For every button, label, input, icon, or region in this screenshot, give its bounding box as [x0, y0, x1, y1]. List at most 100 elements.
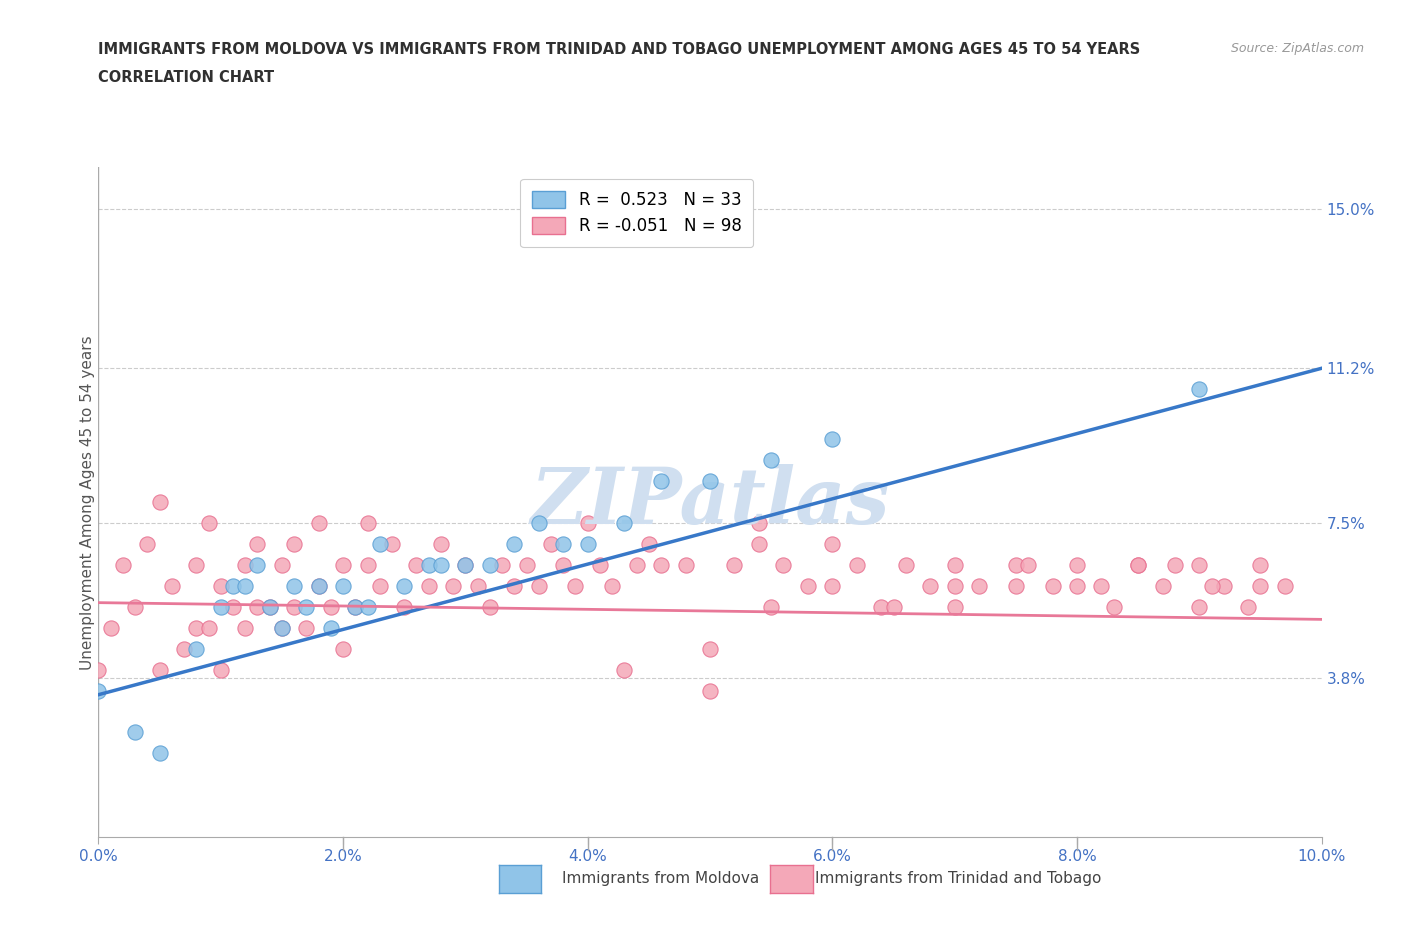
Point — [173, 642, 195, 657]
Point — [553, 537, 575, 551]
Point — [467, 578, 489, 593]
Point — [821, 432, 844, 447]
Point — [368, 537, 391, 551]
Point — [478, 558, 501, 573]
Point — [356, 600, 378, 615]
Point — [943, 600, 966, 615]
Point — [759, 600, 782, 615]
Point — [259, 600, 281, 615]
Point — [1201, 578, 1223, 593]
Point — [308, 516, 330, 531]
Point — [516, 558, 538, 573]
Point — [759, 453, 782, 468]
Point — [503, 537, 526, 551]
Point — [222, 578, 245, 593]
Point — [124, 725, 146, 740]
Point — [613, 662, 636, 677]
Point — [675, 558, 697, 573]
Point — [308, 578, 330, 593]
Point — [540, 537, 562, 551]
Point — [699, 683, 721, 698]
Point — [441, 578, 464, 593]
Point — [368, 578, 391, 593]
Point — [553, 558, 575, 573]
Point — [1274, 578, 1296, 593]
Point — [1164, 558, 1187, 573]
Point — [699, 474, 721, 489]
Point — [943, 558, 966, 573]
Point — [246, 558, 269, 573]
Point — [356, 558, 378, 573]
Point — [197, 516, 219, 531]
Point — [270, 558, 292, 573]
Point — [503, 578, 526, 593]
Point — [270, 620, 292, 635]
Point — [564, 578, 586, 593]
Point — [527, 578, 550, 593]
Point — [246, 537, 269, 551]
Point — [209, 662, 232, 677]
Point — [845, 558, 868, 573]
Point — [405, 558, 427, 573]
Point — [319, 600, 342, 615]
Point — [332, 578, 354, 593]
Point — [222, 600, 245, 615]
Text: ZIPatlas: ZIPatlas — [530, 464, 890, 540]
Point — [246, 600, 269, 615]
Point — [381, 537, 404, 551]
Point — [772, 558, 794, 573]
Point — [454, 558, 477, 573]
Text: Source: ZipAtlas.com: Source: ZipAtlas.com — [1230, 42, 1364, 55]
Point — [650, 474, 672, 489]
Point — [1102, 600, 1125, 615]
Point — [392, 600, 416, 615]
Point — [149, 746, 172, 761]
Point — [1128, 558, 1150, 573]
Point — [283, 600, 305, 615]
Point — [1249, 558, 1271, 573]
Point — [308, 578, 330, 593]
Point — [1017, 558, 1039, 573]
Point — [1152, 578, 1174, 593]
Point — [430, 537, 453, 551]
Point — [870, 600, 893, 615]
Point — [186, 558, 208, 573]
Point — [967, 578, 990, 593]
Point — [295, 600, 318, 615]
Point — [283, 578, 305, 593]
Point — [1188, 558, 1211, 573]
Point — [233, 558, 256, 573]
Point — [454, 558, 477, 573]
Point — [1237, 600, 1260, 615]
Point — [1128, 558, 1150, 573]
Point — [259, 600, 281, 615]
Point — [1004, 558, 1026, 573]
Point — [797, 578, 820, 593]
Point — [589, 558, 612, 573]
Point — [418, 578, 440, 593]
Point — [1188, 382, 1211, 397]
Point — [418, 558, 440, 573]
Point — [478, 600, 501, 615]
Point — [233, 620, 256, 635]
Point — [626, 558, 648, 573]
Point — [356, 516, 378, 531]
Point — [1090, 578, 1112, 593]
Point — [527, 516, 550, 531]
Point — [430, 558, 453, 573]
Point — [943, 578, 966, 593]
Point — [1066, 578, 1088, 593]
Text: IMMIGRANTS FROM MOLDOVA VS IMMIGRANTS FROM TRINIDAD AND TOBAGO UNEMPLOYMENT AMON: IMMIGRANTS FROM MOLDOVA VS IMMIGRANTS FR… — [98, 42, 1140, 57]
Point — [748, 516, 770, 531]
Point — [136, 537, 159, 551]
Point — [637, 537, 661, 551]
Y-axis label: Unemployment Among Ages 45 to 54 years: Unemployment Among Ages 45 to 54 years — [80, 335, 94, 670]
Point — [197, 620, 219, 635]
Point — [87, 683, 110, 698]
Point — [124, 600, 146, 615]
Point — [699, 642, 721, 657]
Point — [613, 516, 636, 531]
Point — [87, 662, 110, 677]
Point — [920, 578, 942, 593]
Text: Immigrants from Moldova: Immigrants from Moldova — [562, 871, 759, 886]
